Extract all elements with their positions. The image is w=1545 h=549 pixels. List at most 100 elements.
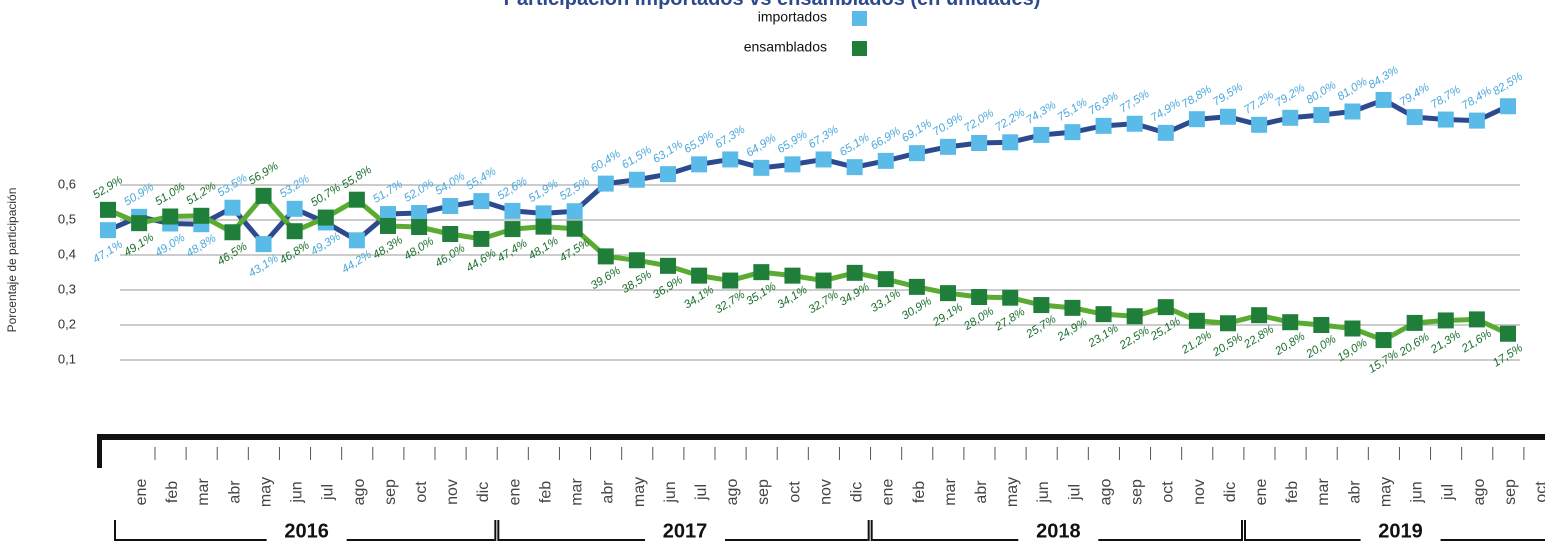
x-tick-label: nov — [444, 479, 461, 505]
x-tick-label: jun — [289, 481, 306, 503]
data-label: 32,7% — [807, 289, 841, 316]
marker — [473, 230, 490, 247]
data-label: 25,7% — [1023, 313, 1058, 341]
data-label: 35,1% — [744, 280, 778, 307]
year-label: 2016 — [284, 520, 329, 542]
x-tick-label: ene — [1253, 479, 1270, 506]
data-label: 65,1% — [838, 131, 872, 158]
x-tick-label: mar — [569, 478, 586, 506]
axis-bar — [97, 434, 1545, 440]
data-label: 74,3% — [1024, 99, 1058, 126]
marker — [1220, 108, 1236, 125]
data-label: 82,5% — [1491, 71, 1525, 98]
marker — [846, 159, 863, 176]
marker — [1344, 320, 1361, 337]
x-tick-label: ago — [1097, 479, 1114, 506]
marker — [1375, 91, 1392, 108]
data-label: 34,9% — [838, 281, 872, 308]
x-tick-label: may — [1377, 477, 1394, 507]
x-tick-label: ene — [880, 479, 897, 506]
data-label: 67,3% — [713, 124, 747, 151]
x-tick-label: may — [257, 477, 274, 507]
marker — [691, 156, 708, 173]
data-label: 79,4% — [1398, 81, 1432, 108]
year-label: 2017 — [663, 520, 708, 542]
marker — [753, 159, 770, 176]
marker — [131, 215, 148, 232]
data-label: 65,9% — [682, 129, 716, 156]
data-label: 64,9% — [744, 132, 778, 159]
data-label: 72,0% — [962, 107, 996, 134]
data-label: 56,9% — [247, 160, 281, 187]
x-tick-label: nov — [1191, 479, 1208, 505]
marker — [1095, 117, 1112, 134]
marker — [1500, 98, 1516, 115]
marker — [1157, 299, 1174, 316]
x-tick-label: ene — [133, 479, 150, 506]
marker — [162, 208, 179, 225]
marker — [224, 224, 241, 241]
marker — [504, 221, 521, 238]
data-label: 67,3% — [807, 124, 841, 151]
data-label: 22,8% — [1241, 323, 1276, 351]
data-label: 20,8% — [1272, 330, 1307, 358]
marker — [100, 201, 116, 218]
marker — [317, 209, 334, 226]
data-label: 49,3% — [309, 231, 343, 258]
marker — [1282, 109, 1299, 126]
marker — [940, 138, 956, 155]
x-tick-label: feb — [1284, 481, 1301, 503]
data-label: 70,9% — [931, 111, 965, 138]
x-tick-label: jun — [662, 481, 679, 503]
x-tick-label: may — [1004, 477, 1021, 507]
x-tick-label: dic — [849, 482, 866, 502]
x-tick-label: oct — [1160, 481, 1177, 503]
marker — [1313, 107, 1330, 123]
y-tick-label: 0,5 — [58, 211, 76, 226]
marker — [1188, 312, 1205, 329]
marker — [1251, 307, 1268, 324]
marker — [908, 278, 925, 295]
marker — [1468, 112, 1485, 129]
data-label: 79,5% — [1211, 81, 1245, 108]
data-label: 72,2% — [993, 107, 1027, 134]
data-label: 34,1% — [775, 284, 809, 311]
data-label: 15,7% — [1367, 348, 1401, 375]
marker — [1126, 115, 1143, 132]
data-label: 27,8% — [992, 306, 1027, 334]
marker — [628, 171, 645, 188]
x-tick-label: abr — [973, 480, 990, 504]
data-label: 44,2% — [340, 249, 374, 276]
data-label: 24,9% — [1055, 316, 1090, 344]
data-label: 50,7% — [309, 182, 343, 209]
x-tick-label: sep — [1502, 479, 1519, 505]
x-tick-label: sep — [1129, 479, 1146, 505]
data-label: 20,5% — [1210, 332, 1245, 360]
marker — [722, 272, 739, 289]
marker — [255, 187, 272, 204]
x-tick-label: nov — [817, 479, 834, 505]
chart-title: Participación importados vs ensamblados … — [504, 0, 1041, 10]
x-tick-label: oct — [1533, 481, 1545, 503]
marker — [815, 272, 832, 289]
x-tick-label: jun — [1409, 481, 1426, 503]
marker — [1313, 317, 1330, 333]
data-label: 36,9% — [651, 274, 685, 301]
marker — [1344, 103, 1361, 120]
data-label: 46,0% — [433, 242, 467, 269]
marker — [722, 151, 739, 168]
data-label: 55,8% — [340, 164, 374, 191]
data-label: 81,0% — [1335, 76, 1369, 103]
data-label: 52,6% — [495, 175, 529, 202]
legend-label: importados — [758, 9, 827, 25]
data-label: 52,0% — [402, 177, 436, 204]
data-label: 23,1% — [1086, 322, 1121, 350]
marker — [971, 135, 988, 151]
data-label: 55,4% — [464, 165, 498, 192]
marker — [1064, 124, 1081, 141]
data-label: 74,9% — [1149, 97, 1183, 124]
x-tick-label: ago — [1471, 479, 1488, 506]
data-label: 32,7% — [713, 289, 747, 316]
x-tick-label: mar — [942, 478, 959, 506]
marker — [1033, 126, 1050, 143]
